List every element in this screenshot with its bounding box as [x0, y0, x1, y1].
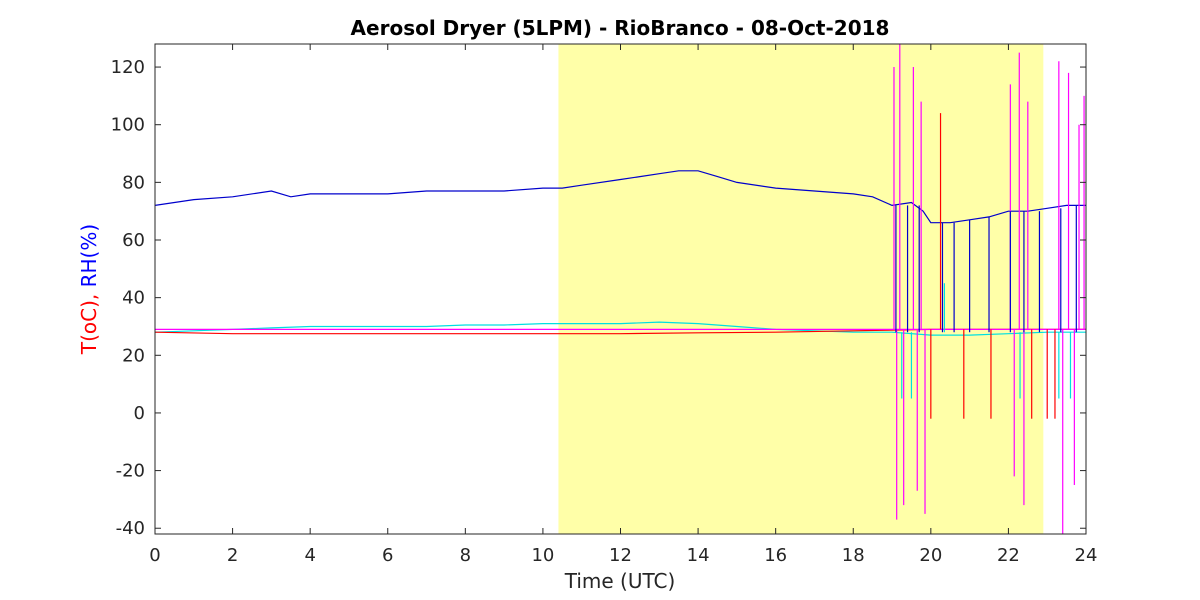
y-tick-label: -20 [116, 461, 145, 482]
x-axis-label: Time (UTC) [564, 569, 676, 593]
y-axis: -40 -20 0 20 40 60 80 100 120 [111, 57, 1086, 539]
y-tick-label: 120 [111, 57, 145, 78]
x-tick-label: 6 [382, 545, 393, 566]
x-tick-label: 4 [304, 545, 315, 566]
y-tick-label: 100 [111, 115, 145, 136]
y-axis-label-part: RH(%) [77, 224, 101, 294]
x-tick-label: 2 [227, 545, 238, 566]
x-axis: 0 2 4 6 8 10 12 14 16 18 20 22 24 [149, 44, 1097, 566]
shaded-region [558, 44, 1044, 534]
y-tick-label: 60 [122, 230, 145, 251]
spike-layer [893, 44, 1085, 534]
y-tick-label: -40 [116, 518, 145, 539]
y-tick-label: 40 [122, 288, 145, 309]
chart-title: Aerosol Dryer (5LPM) - RioBranco - 08-Oc… [351, 16, 890, 40]
y-tick-label: 80 [122, 172, 145, 193]
x-tick-label: 14 [687, 545, 710, 566]
x-tick-label: 24 [1075, 545, 1098, 566]
x-tick-label: 10 [531, 545, 554, 566]
y-tick-label: 0 [134, 403, 145, 424]
series-line-1 [154, 170, 1086, 224]
x-tick-label: 22 [997, 545, 1020, 566]
x-tick-label: 16 [764, 545, 787, 566]
y-tick-label: 20 [122, 345, 145, 366]
x-tick-label: 18 [842, 545, 865, 566]
x-tick-label: 12 [609, 545, 632, 566]
x-tick-label: 0 [149, 545, 160, 566]
y-axis-label: T(oC), RH(%) [77, 224, 101, 355]
x-tick-label: 8 [460, 545, 471, 566]
y-axis-label-part: T(oC), [77, 294, 101, 355]
x-tick-label: 20 [919, 545, 942, 566]
